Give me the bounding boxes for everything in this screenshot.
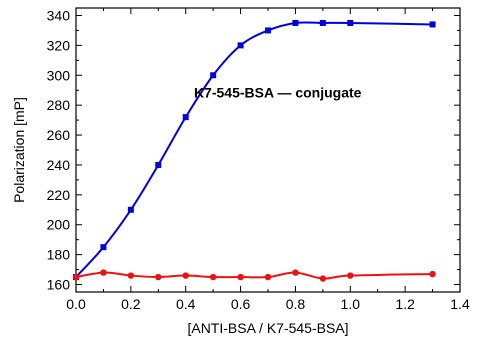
x-tick-label: 0.0 [66, 296, 86, 312]
y-tick-label: 180 [47, 247, 71, 263]
annotation-label: K7-545-BSA — conjugate [194, 85, 362, 101]
series-0-point [347, 19, 354, 26]
y-tick-label: 300 [47, 67, 71, 83]
series-0-point [319, 19, 326, 26]
series-1-point [209, 273, 217, 281]
y-axis-title: Polarization [mP] [11, 97, 27, 203]
series-1-point [292, 269, 299, 276]
y-tick-label: 220 [47, 187, 71, 203]
series-1-point [100, 269, 107, 276]
x-tick-label: 1.0 [341, 296, 361, 312]
series-1-point [155, 273, 162, 281]
series-0-point [210, 72, 217, 79]
y-tick-label: 320 [47, 37, 71, 53]
y-tick-label: 240 [47, 157, 71, 173]
x-tick-label: 1.4 [450, 296, 470, 312]
plot-frame [75, 7, 461, 293]
series-0-point [429, 21, 436, 28]
x-axis-title: [ANTI-BSA / K7-545-BSA] [187, 320, 348, 336]
y-tick-label: 280 [47, 97, 71, 113]
series-0-point [127, 206, 134, 213]
series-0-point [292, 19, 299, 26]
series-1-point [72, 273, 80, 281]
y-tick-label: 200 [47, 217, 71, 233]
series-0-point [265, 27, 271, 34]
series-1-point [237, 273, 244, 281]
series-0-line [75, 21, 433, 278]
series-0-point [100, 244, 107, 251]
series-1-point [182, 272, 189, 279]
y-tick-label: 340 [47, 7, 71, 23]
y-tick-label: 160 [47, 277, 71, 293]
x-tick-label: 0.8 [286, 296, 306, 312]
x-tick-label: 1.2 [395, 296, 415, 312]
series-1-point [319, 275, 327, 282]
x-tick-label: 0.4 [176, 296, 196, 312]
series-0-point [237, 42, 244, 49]
x-tick-label: 0.2 [121, 296, 141, 312]
x-tick-label: 0.6 [231, 296, 251, 312]
series-1-point [429, 270, 436, 278]
series-1-point [264, 273, 272, 281]
series-0-point [182, 114, 189, 121]
series-1-point [347, 272, 354, 279]
y-tick-label: 260 [47, 127, 71, 143]
series-0-point [155, 161, 162, 168]
series-1-point [127, 272, 135, 279]
